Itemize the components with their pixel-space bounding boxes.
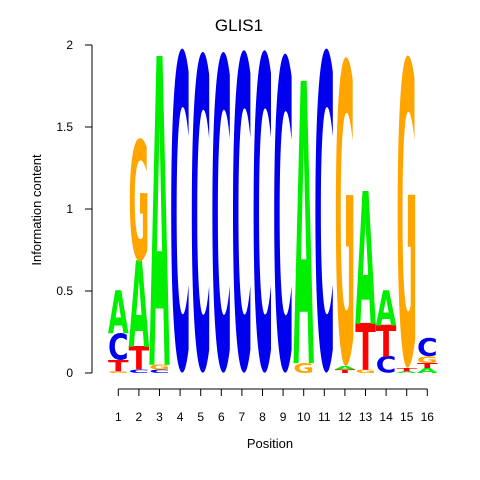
x-tick-label: 14 [379,410,393,424]
y-tick-label: 0.5 [56,284,73,298]
logo-letter-A: A [149,0,170,465]
logo-letter-C: C [252,0,273,468]
x-tick-label: 2 [136,410,143,424]
logo-letter-A: A [293,3,314,454]
y-tick-label: 1.5 [56,120,73,134]
logo-letter-C: C [211,0,232,467]
logo-letter-C: C [190,0,211,467]
x-tick-label: 1 [115,410,122,424]
logo-letter-C: C [232,0,253,468]
y-tick-label: 1 [66,202,73,216]
y-axis: 0 0.5 1 1.5 2 [56,38,92,380]
y-tick-label: 0 [66,366,73,380]
logo-letter-C: C [273,0,294,467]
logo-letter-A: A [108,278,129,348]
y-axis-label: Information content [29,154,44,266]
logo-letter-G: G [335,0,356,458]
logo-letter-A: A [376,282,397,338]
logo-letter-G: G [396,0,417,459]
logo-letter-C: C [314,0,335,468]
x-axis-label: Position [247,436,293,451]
logo-letter-G: G [129,109,150,298]
x-tick-label: 13 [359,410,373,424]
logo-letter-C: C [417,335,438,363]
logo-letter-A: A [355,154,376,367]
logo-letter-C: C [170,0,191,468]
x-tick-label: 16 [421,410,435,424]
y-tick-label: 2 [66,38,73,52]
